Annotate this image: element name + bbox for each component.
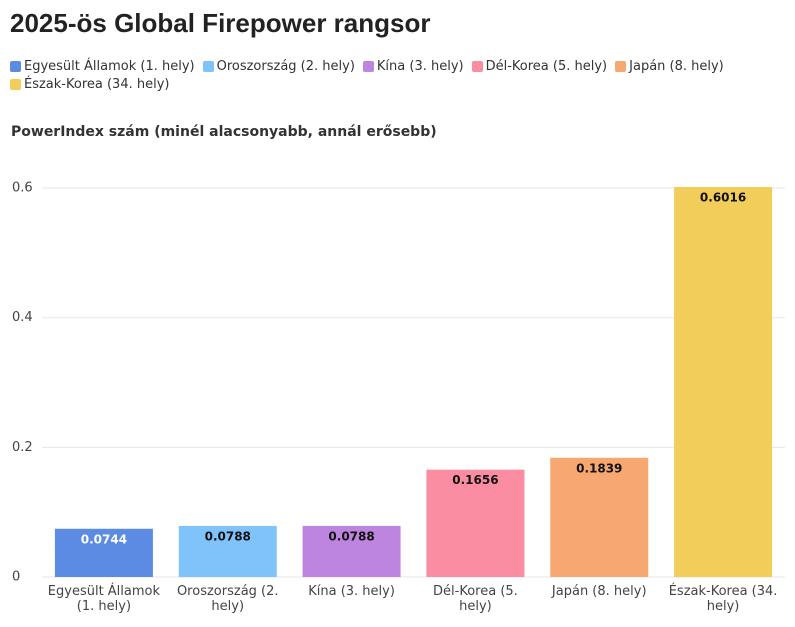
legend-label: Kína (3. hely) bbox=[376, 59, 464, 74]
x-tick-label: Oroszország (2. hely) bbox=[176, 584, 279, 614]
legend-swatch bbox=[10, 79, 21, 90]
legend-item: Észak-Korea (34. hely) bbox=[10, 77, 169, 92]
legend-label: Japán (8. hely) bbox=[629, 59, 724, 74]
bar bbox=[54, 528, 153, 577]
value-label: 0.0744 bbox=[81, 532, 127, 546]
legend-item: Oroszország (2. hely) bbox=[202, 59, 355, 74]
legend-swatch bbox=[10, 61, 21, 72]
y-tick-label: 0.2 bbox=[12, 440, 33, 455]
x-tick-label: Kína (3. hely) bbox=[308, 584, 395, 599]
legend-item: Dél-Korea (5. hely) bbox=[471, 59, 608, 74]
bar bbox=[426, 469, 525, 577]
legend-swatch bbox=[471, 61, 483, 72]
legend-label: Észak-Korea (34. hely) bbox=[24, 77, 170, 92]
chart-title: 2025-ös Global Firepower rangsor bbox=[10, 8, 431, 38]
legend-label: Oroszország (2. hely) bbox=[216, 59, 355, 74]
value-label: 0.6016 bbox=[700, 191, 746, 205]
bar bbox=[302, 525, 401, 577]
bar bbox=[178, 525, 277, 577]
legend-item: Kína (3. hely) bbox=[362, 59, 464, 74]
legend-label: Egyesült Államok (1. hely) bbox=[24, 59, 195, 74]
value-label: 0.0788 bbox=[205, 529, 251, 543]
legend-item: Japán (8. hely) bbox=[615, 59, 724, 74]
value-label: 0.1656 bbox=[452, 473, 498, 487]
legend-swatch bbox=[615, 61, 627, 72]
bar bbox=[550, 457, 649, 577]
value-label: 0.1839 bbox=[576, 461, 622, 475]
y-tick-label: 0.4 bbox=[12, 310, 33, 325]
legend-swatch bbox=[202, 61, 214, 72]
legend-swatch bbox=[362, 61, 374, 72]
bar bbox=[674, 187, 773, 577]
x-tick-label: Észak-Korea (34. hely) bbox=[668, 584, 778, 614]
y-tick-label: 0 bbox=[12, 570, 20, 585]
x-tick-label: Japán (8. hely) bbox=[551, 584, 647, 599]
y-tick-label: 0.6 bbox=[12, 181, 33, 196]
legend-label: Dél-Korea (5. hely) bbox=[485, 59, 608, 74]
y-axis-label: PowerIndex szám (minél alacsonyabb, anná… bbox=[11, 124, 437, 140]
value-label: 0.0788 bbox=[328, 529, 374, 543]
x-tick-label: Dél-Korea (5. hely) bbox=[433, 584, 518, 614]
legend: Egyesült Államok (1. hely) Oroszország (2… bbox=[10, 59, 780, 92]
x-tick-label: Egyesült Államok (1. hely) bbox=[47, 584, 161, 614]
legend-item: Egyesült Államok (1. hely) bbox=[10, 59, 195, 74]
